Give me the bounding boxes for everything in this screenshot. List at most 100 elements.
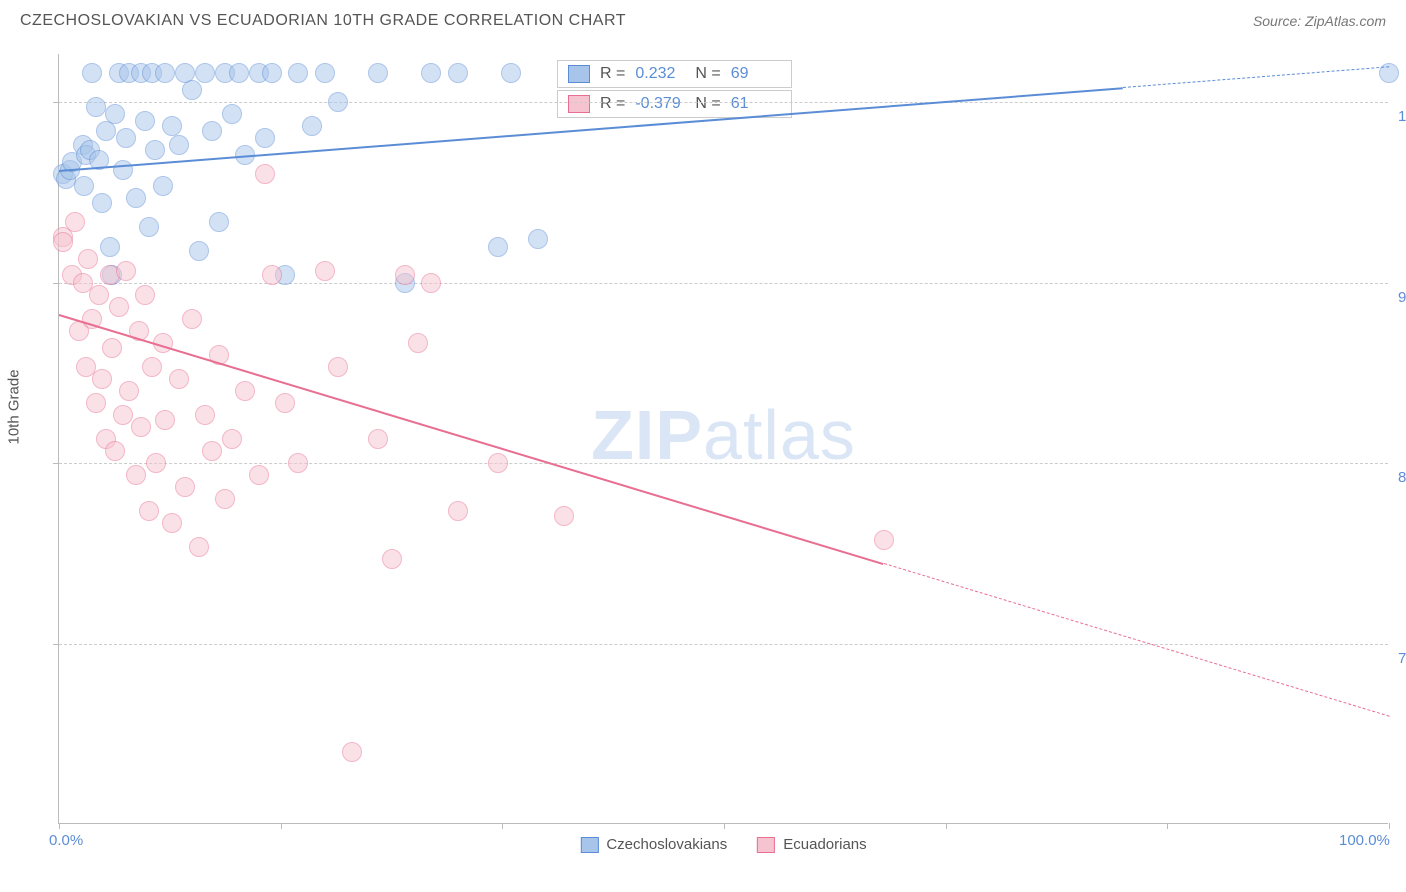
data-point [554,506,574,526]
stat-legend-series-b: R = -0.379 N = 61 [557,90,792,118]
data-point [131,417,151,437]
xtick-mark [724,823,725,829]
data-point [74,176,94,196]
trendline-dashed [1123,66,1389,88]
data-point [288,453,308,473]
data-point [315,261,335,281]
data-point [155,63,175,83]
data-point [113,160,133,180]
data-point [368,63,388,83]
data-point [202,121,222,141]
data-point [139,217,159,237]
data-point [153,176,173,196]
data-point [189,537,209,557]
data-point [169,135,189,155]
gridline [59,644,1388,645]
data-point [368,429,388,449]
legend-swatch-a [568,65,590,83]
data-point [222,429,242,449]
xtick-mark [946,823,947,829]
ytick-label: 100.0% [1398,108,1406,125]
data-point [421,63,441,83]
data-point [382,549,402,569]
bottom-swatch-a [580,837,598,853]
data-point [488,453,508,473]
data-point [89,285,109,305]
legend-swatch-b [568,95,590,113]
data-point [395,265,415,285]
ytick-label: 85.0% [1398,469,1406,486]
bottom-label-b: Ecuadorians [783,836,866,853]
bottom-legend: Czechoslovakians Ecuadorians [580,836,866,853]
xtick-label: 0.0% [49,832,83,849]
data-point [315,63,335,83]
data-point [448,501,468,521]
data-point [182,80,202,100]
legend-r-label-b: R = [600,95,625,113]
ytick-mark [53,283,59,284]
ytick-mark [53,102,59,103]
data-point [302,116,322,136]
data-point [209,212,229,232]
data-point [86,393,106,413]
data-point [195,63,215,83]
data-point [262,63,282,83]
data-point [229,63,249,83]
data-point [222,104,242,124]
trendline-dashed [883,563,1389,717]
data-point [109,297,129,317]
gridline [59,102,1388,103]
data-point [448,63,468,83]
data-point [162,513,182,533]
data-point [488,237,508,257]
data-point [119,381,139,401]
data-point [408,333,428,353]
data-point [182,309,202,329]
data-point [215,489,235,509]
xtick-mark [59,823,60,829]
data-point [65,212,85,232]
xtick-label: 100.0% [1339,832,1390,849]
data-point [421,273,441,293]
data-point [146,453,166,473]
y-axis-label: 10th Grade [6,369,23,444]
data-point [113,405,133,425]
xtick-mark [1389,823,1390,829]
data-point [328,357,348,377]
data-point [105,441,125,461]
legend-r-label-a: R = [600,65,625,83]
ytick-label: 77.5% [1398,650,1406,667]
data-point [102,338,122,358]
stat-legend-series-a: R = 0.232 N = 69 [557,60,792,88]
data-point [53,232,73,252]
bottom-label-a: Czechoslovakians [606,836,727,853]
data-point [86,97,106,117]
data-point [105,104,125,124]
data-point [342,742,362,762]
data-point [249,465,269,485]
data-point [874,530,894,550]
legend-n-label-a: N = [695,65,720,83]
data-point [100,237,120,257]
data-point [155,410,175,430]
legend-n-value-a: 69 [731,65,781,83]
data-point [195,405,215,425]
data-point [501,63,521,83]
legend-r-value-b: -0.379 [635,95,685,113]
data-point [189,241,209,261]
data-point [92,193,112,213]
data-point [126,188,146,208]
scatter-chart: ZIPatlas R = 0.232 N = 69 R = -0.379 N =… [58,54,1388,824]
data-point [262,265,282,285]
chart-title: CZECHOSLOVAKIAN VS ECUADORIAN 10TH GRADE… [20,12,626,30]
data-point [78,249,98,269]
legend-r-value-a: 0.232 [635,65,685,83]
bottom-legend-item-b: Ecuadorians [757,836,866,853]
data-point [255,128,275,148]
watermark-light: atlas [703,396,856,474]
data-point [82,63,102,83]
data-point [135,111,155,131]
data-point [145,140,165,160]
legend-n-label-b: N = [695,95,720,113]
trendline [59,314,884,565]
